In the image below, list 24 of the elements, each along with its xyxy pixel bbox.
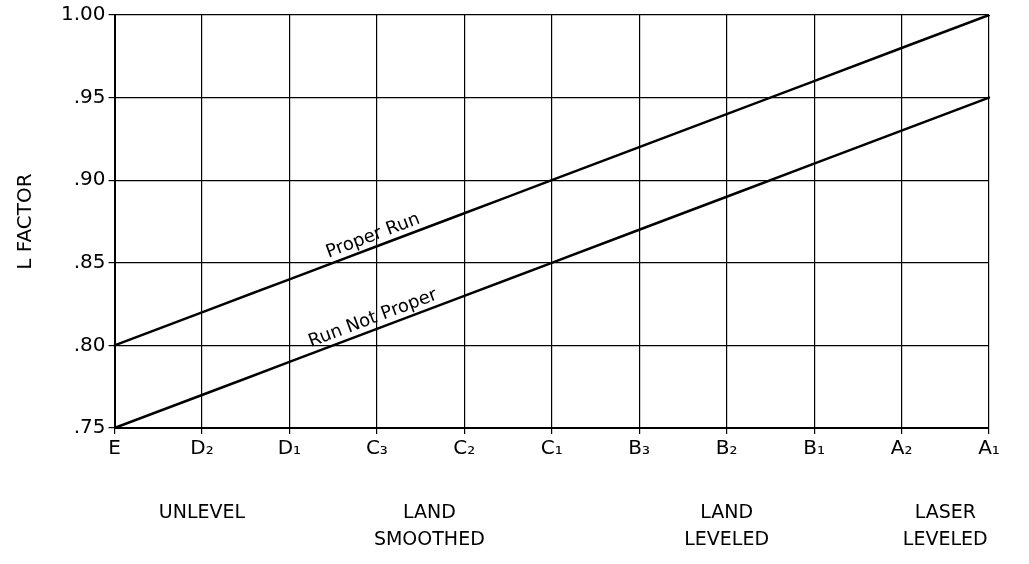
x-tick-label: A₂: [890, 435, 913, 460]
x-tick-label: A₁: [978, 435, 1000, 460]
x-tick-label: B₂: [715, 435, 738, 460]
y-tick-label: .80: [73, 331, 106, 356]
x-tick-label: C₁: [540, 435, 563, 460]
text: UNLEVEL: [158, 500, 246, 523]
x-tick-label: D₂: [190, 435, 214, 460]
y-tick-label: .90: [73, 166, 106, 191]
x-tick-label: B₁: [803, 435, 825, 460]
y-tick-label: .75: [73, 414, 106, 439]
x-tick-label: E: [108, 435, 121, 460]
y-axis-title: L FACTOR: [12, 173, 37, 270]
text: Run Not Proper: [305, 282, 441, 351]
text: LAND LEVELED: [684, 500, 770, 550]
text: LASER LEVELED: [902, 500, 988, 550]
text: Proper Run: [322, 207, 423, 262]
x-tick-label: D₁: [277, 435, 302, 460]
y-tick-label: .95: [73, 83, 106, 108]
y-tick-label: 1.00: [61, 1, 106, 26]
x-tick-label: C₂: [453, 435, 476, 460]
text: LAND SMOOTHED: [373, 500, 485, 550]
y-tick-label: .85: [73, 249, 106, 273]
x-tick-label: C₃: [365, 435, 388, 460]
x-tick-label: B₃: [628, 435, 651, 460]
